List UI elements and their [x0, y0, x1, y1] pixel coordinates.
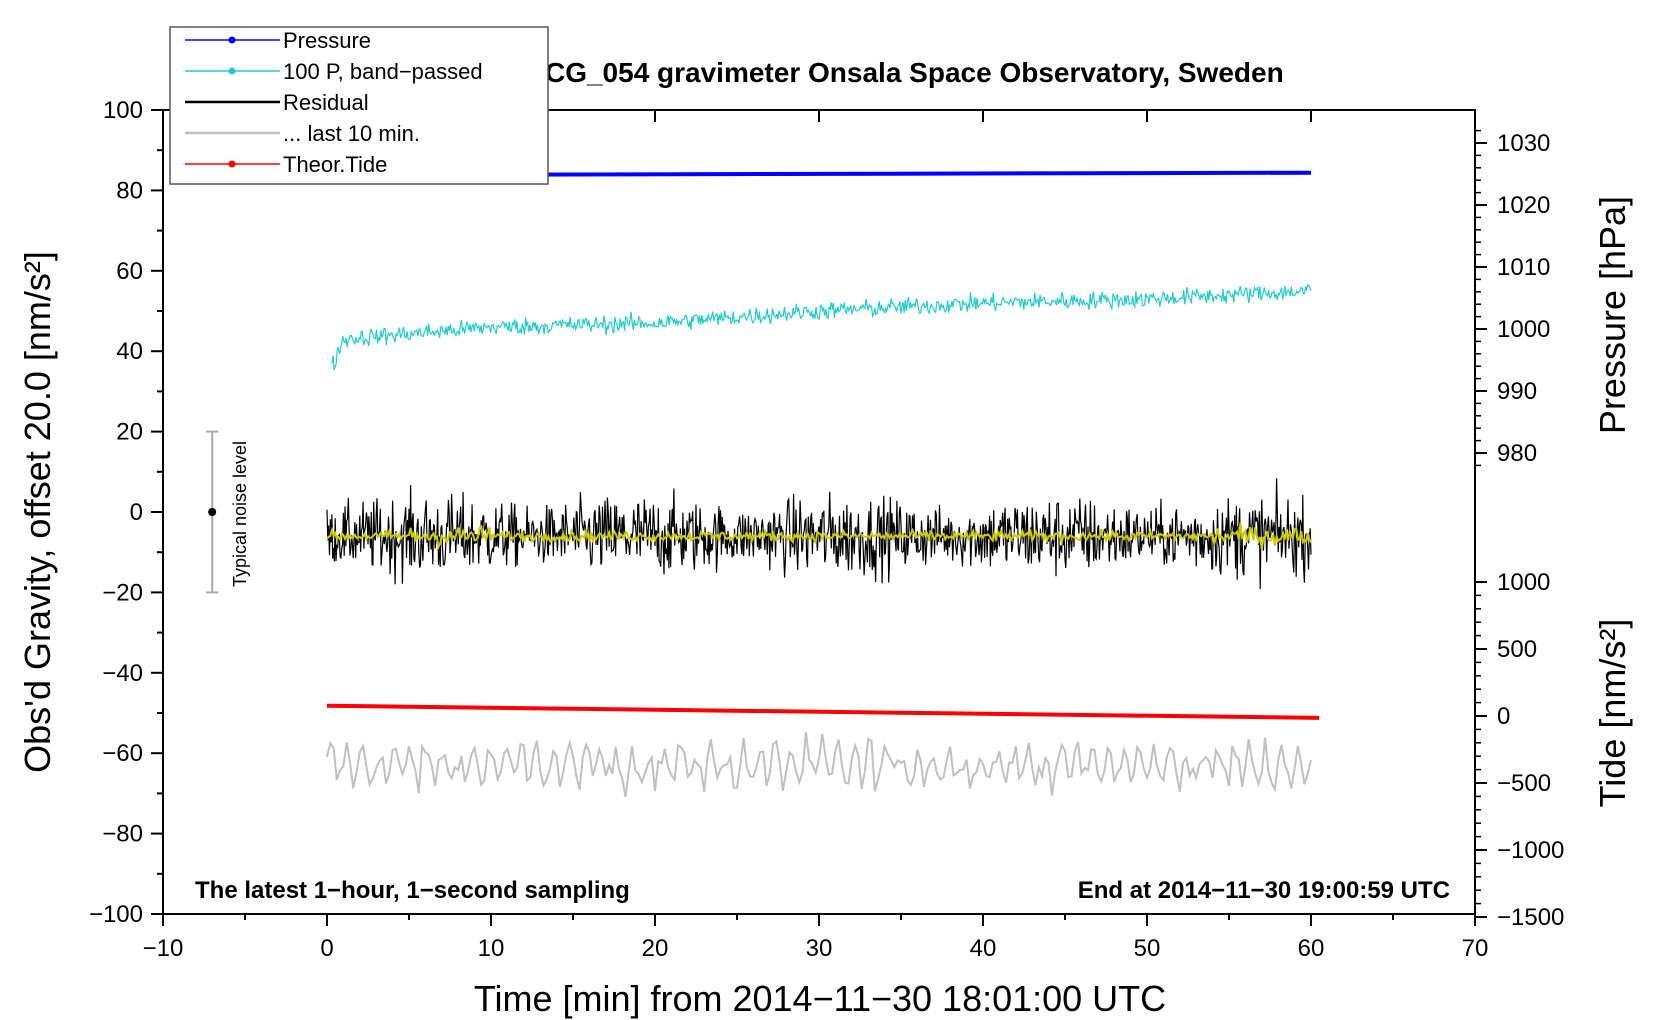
y-tick-label: −100 [89, 901, 143, 928]
x-tick-label: 10 [478, 935, 505, 962]
y-axis-tide: 1000 500 0 −500 −1000 −1500 [1475, 569, 1564, 931]
x-tick-label: 60 [1298, 935, 1325, 962]
chart-title: SCG_054 gravimeter Onsala Space Observat… [526, 57, 1283, 88]
legend-marker [228, 160, 236, 168]
pressure-tick-label: 1030 [1497, 130, 1550, 157]
x-tick-label: 0 [320, 935, 333, 962]
y-axis-tide-title: Tide [nm/s²] [1592, 619, 1633, 808]
y-tick-label: −20 [102, 579, 143, 606]
legend-label: Residual [283, 90, 369, 115]
pressure-tick-label: 1020 [1497, 192, 1550, 219]
x-tick-label: 50 [1134, 935, 1161, 962]
y-tick-label: −80 [102, 821, 143, 848]
x-tick-label: 70 [1462, 935, 1489, 962]
legend-marker [228, 36, 236, 44]
tide-tick-label: 1000 [1497, 569, 1550, 596]
x-tick-label: 40 [970, 935, 997, 962]
series-last-10-min [326, 731, 1312, 798]
pressure-tick-label: 980 [1497, 440, 1537, 467]
y-axis-left-title: Obs'd Gravity, offset 20.0 [nm/s²] [17, 251, 58, 773]
y-tick-label: 0 [130, 499, 143, 526]
y-axis-left: 100 80 60 40 20 0 −20 −40 −60 −80 −100 [89, 97, 163, 928]
noise-level-indicator [206, 430, 219, 594]
x-tick-label: 20 [642, 935, 669, 962]
plot-frame [162, 109, 1476, 915]
tide-tick-label: 500 [1497, 636, 1537, 663]
y-tick-label: 60 [116, 258, 143, 285]
y-tick-label: 40 [116, 338, 143, 365]
x-axis-title: Time [min] from 2014−11−30 18:01:00 UTC [474, 978, 1166, 1019]
note-right: End at 2014−11−30 19:00:59 UTC [1078, 877, 1450, 904]
y-axis-pressure-title: Pressure [hPa] [1592, 196, 1633, 434]
legend-label: Pressure [283, 28, 371, 53]
y-tick-label: 80 [116, 177, 143, 204]
series-residual-smoothed [326, 522, 1312, 551]
y-tick-label: −40 [102, 660, 143, 687]
series-layer [326, 170, 1320, 798]
x-tick-label: 30 [806, 935, 833, 962]
pressure-tick-label: 990 [1497, 378, 1537, 405]
y-tick-label: −60 [102, 740, 143, 767]
pressure-tick-label: 1010 [1497, 254, 1550, 281]
tide-tick-label: −1500 [1497, 904, 1564, 931]
y-tick-label: 20 [116, 419, 143, 446]
series-pressure-band-passed [331, 283, 1312, 371]
tide-tick-label: −500 [1497, 770, 1551, 797]
noise-level-label: Typical noise level [230, 441, 250, 587]
legend-label: 100 P, band−passed [283, 59, 483, 84]
legend-label: Theor.Tide [283, 152, 387, 177]
y-tick-label: 100 [103, 97, 143, 124]
legend-label: ... last 10 min. [283, 121, 420, 146]
legend-marker [228, 67, 236, 75]
tide-tick-label: −1000 [1497, 837, 1564, 864]
tide-tick-label: 0 [1497, 703, 1510, 730]
series-theor-tide [326, 703, 1320, 720]
note-left: The latest 1−hour, 1−second sampling [195, 877, 630, 904]
x-tick-label: −10 [143, 935, 184, 962]
legend-box [169, 26, 549, 185]
legend: Pressure 100 P, band−passed Residual ... la… [185, 28, 483, 177]
pressure-tick-label: 1000 [1497, 316, 1550, 343]
y-axis-pressure: 1030 1020 1010 1000 990 980 [1475, 129, 1550, 467]
noise-bar-center [208, 508, 217, 516]
